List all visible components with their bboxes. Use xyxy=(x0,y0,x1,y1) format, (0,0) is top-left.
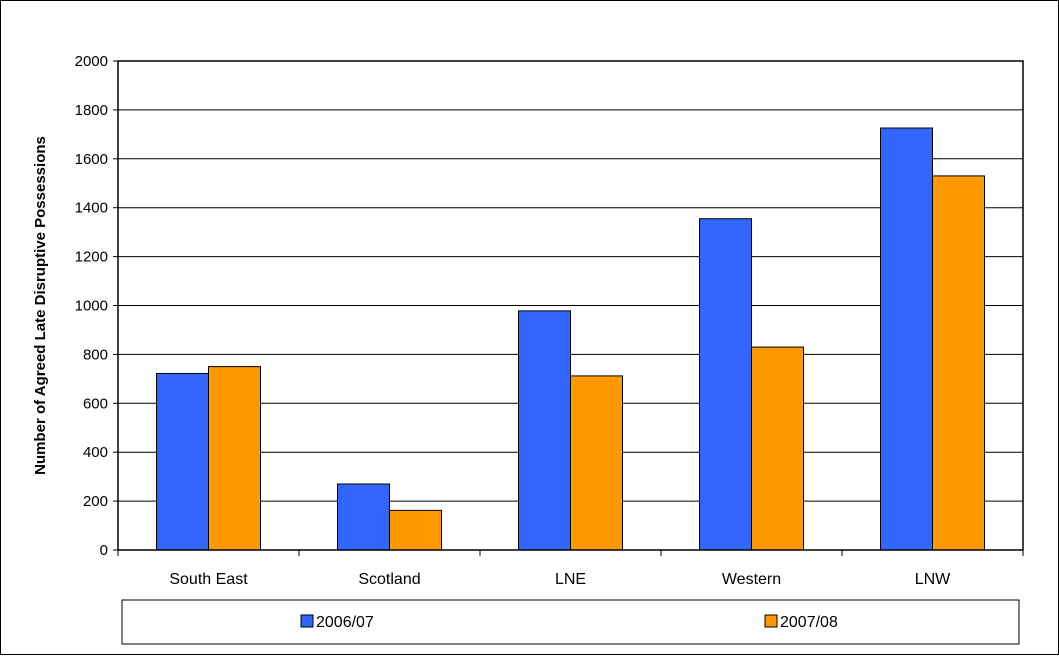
bar-2007-08 xyxy=(570,375,623,551)
bar-2006-07 xyxy=(699,218,752,551)
legend: 2006/07 2007/08 xyxy=(121,599,1020,645)
y-tick-label: 1400 xyxy=(75,200,108,217)
y-tick-label: 1000 xyxy=(75,298,108,315)
y-tick-label: 1200 xyxy=(75,249,108,266)
x-category-label: LNE xyxy=(555,571,586,588)
y-tick-label: 2000 xyxy=(75,53,108,70)
bar-2007-08 xyxy=(751,346,804,551)
y-tick-label: 1800 xyxy=(75,102,108,119)
bars-group xyxy=(156,127,985,551)
y-tick-label: 400 xyxy=(83,444,108,461)
bar-2006-07 xyxy=(156,372,209,551)
x-category-label: Western xyxy=(722,571,781,588)
legend-box xyxy=(121,599,1020,645)
legend-swatch xyxy=(764,614,778,628)
bar-2006-07 xyxy=(337,483,390,551)
bar-2007-08 xyxy=(208,366,261,551)
y-tick-label: 0 xyxy=(100,542,108,559)
y-tick-label: 200 xyxy=(83,493,108,510)
y-axis-label: Number of Agreed Late Disruptive Possess… xyxy=(32,136,49,475)
bar-2006-07 xyxy=(880,127,933,551)
legend-swatch xyxy=(300,614,314,628)
bar-2007-08 xyxy=(389,509,442,551)
x-category-label: Scotland xyxy=(358,571,420,588)
axes xyxy=(113,60,1024,556)
y-tick-labels: 0 200 400 600 800 1000 1200 1400 1600 1800 2000 xyxy=(75,53,108,559)
bar-2006-07 xyxy=(518,310,571,551)
x-category-labels: South East Scotland LNE Western LNW xyxy=(169,571,951,588)
plot-area-border xyxy=(117,60,1024,551)
bar-2007-08 xyxy=(932,175,985,551)
legend-label: 2007/08 xyxy=(780,614,838,631)
x-category-label: South East xyxy=(169,571,248,588)
y-tick-label: 1600 xyxy=(75,151,108,168)
legend-label: 2006/07 xyxy=(316,614,374,631)
y-tick-label: 800 xyxy=(83,346,108,363)
x-category-label: LNW xyxy=(915,571,951,588)
y-tick-label: 600 xyxy=(83,395,108,412)
